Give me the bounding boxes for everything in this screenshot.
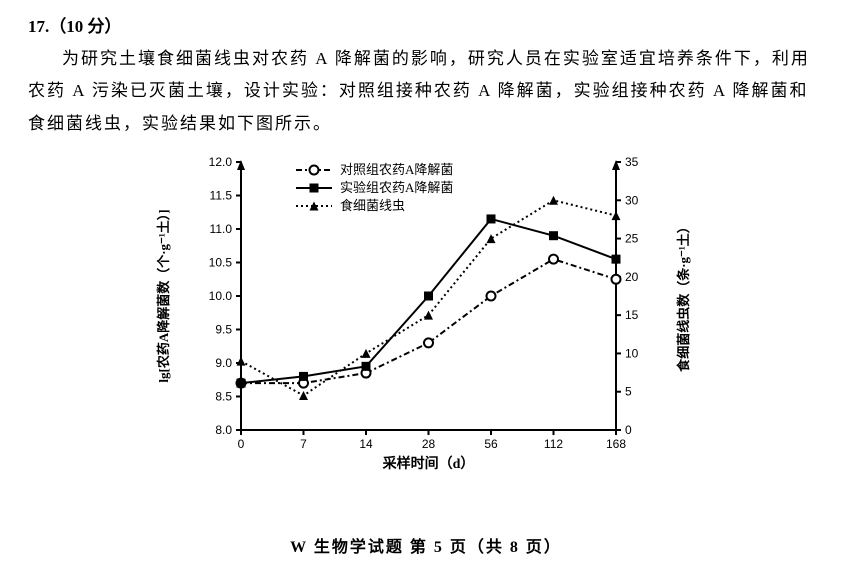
svg-text:食细菌线虫数（条·g⁻¹土）: 食细菌线虫数（条·g⁻¹土） [676, 220, 691, 372]
svg-text:采样时间（d）: 采样时间（d） [382, 455, 475, 472]
svg-text:0: 0 [238, 437, 245, 451]
svg-text:对照组农药A降解菌: 对照组农药A降解菌 [340, 162, 453, 177]
svg-text:20: 20 [625, 270, 639, 284]
svg-text:实验组农药A降解菌: 实验组农药A降解菌 [340, 180, 453, 195]
question-number: 17.（10 分） [28, 12, 824, 37]
svg-text:0: 0 [625, 423, 632, 437]
svg-text:lg[农药A降解菌数（个·g⁻¹土）]: lg[农药A降解菌数（个·g⁻¹土）] [156, 209, 171, 382]
svg-text:56: 56 [484, 437, 498, 451]
page-footer: W 生物学试题 第 5 页（共 8 页） [0, 533, 852, 557]
svg-text:168: 168 [606, 437, 626, 451]
svg-text:8.0: 8.0 [215, 423, 232, 437]
svg-text:28: 28 [422, 437, 436, 451]
svg-text:14: 14 [359, 437, 373, 451]
svg-text:12.0: 12.0 [209, 155, 233, 169]
svg-text:10.0: 10.0 [209, 289, 233, 303]
svg-text:112: 112 [544, 437, 563, 451]
chart-svg: 0 7 14 28 56 112 168 采样时间（d） 8.0 8.5 9.0 9.5 10.0 10.… [146, 150, 706, 480]
svg-text:15: 15 [625, 308, 639, 322]
svg-text:11.5: 11.5 [210, 188, 233, 202]
svg-text:食细菌线虫: 食细菌线虫 [340, 198, 405, 213]
chart-container: 0 7 14 28 56 112 168 采样时间（d） 8.0 8.5 9.0 9.5 10.0 10.… [146, 150, 706, 480]
svg-text:11.0: 11.0 [210, 222, 233, 236]
page: 17.（10 分） 为研究土壤食细菌线虫对农药 A 降解菌的影响，研究人员在实验… [0, 0, 852, 569]
svg-text:10: 10 [625, 346, 639, 360]
svg-text:10.5: 10.5 [209, 255, 233, 269]
question-text: 为研究土壤食细菌线虫对农药 A 降解菌的影响，研究人员在实验室适宜培养条件下，利… [28, 43, 824, 140]
svg-text:8.5: 8.5 [215, 389, 232, 403]
svg-text:30: 30 [625, 193, 639, 207]
svg-text:9.0: 9.0 [215, 356, 232, 370]
svg-text:7: 7 [300, 437, 307, 451]
svg-text:5: 5 [625, 385, 632, 399]
svg-text:25: 25 [625, 231, 639, 245]
svg-text:35: 35 [625, 155, 639, 169]
svg-text:9.5: 9.5 [215, 322, 232, 336]
